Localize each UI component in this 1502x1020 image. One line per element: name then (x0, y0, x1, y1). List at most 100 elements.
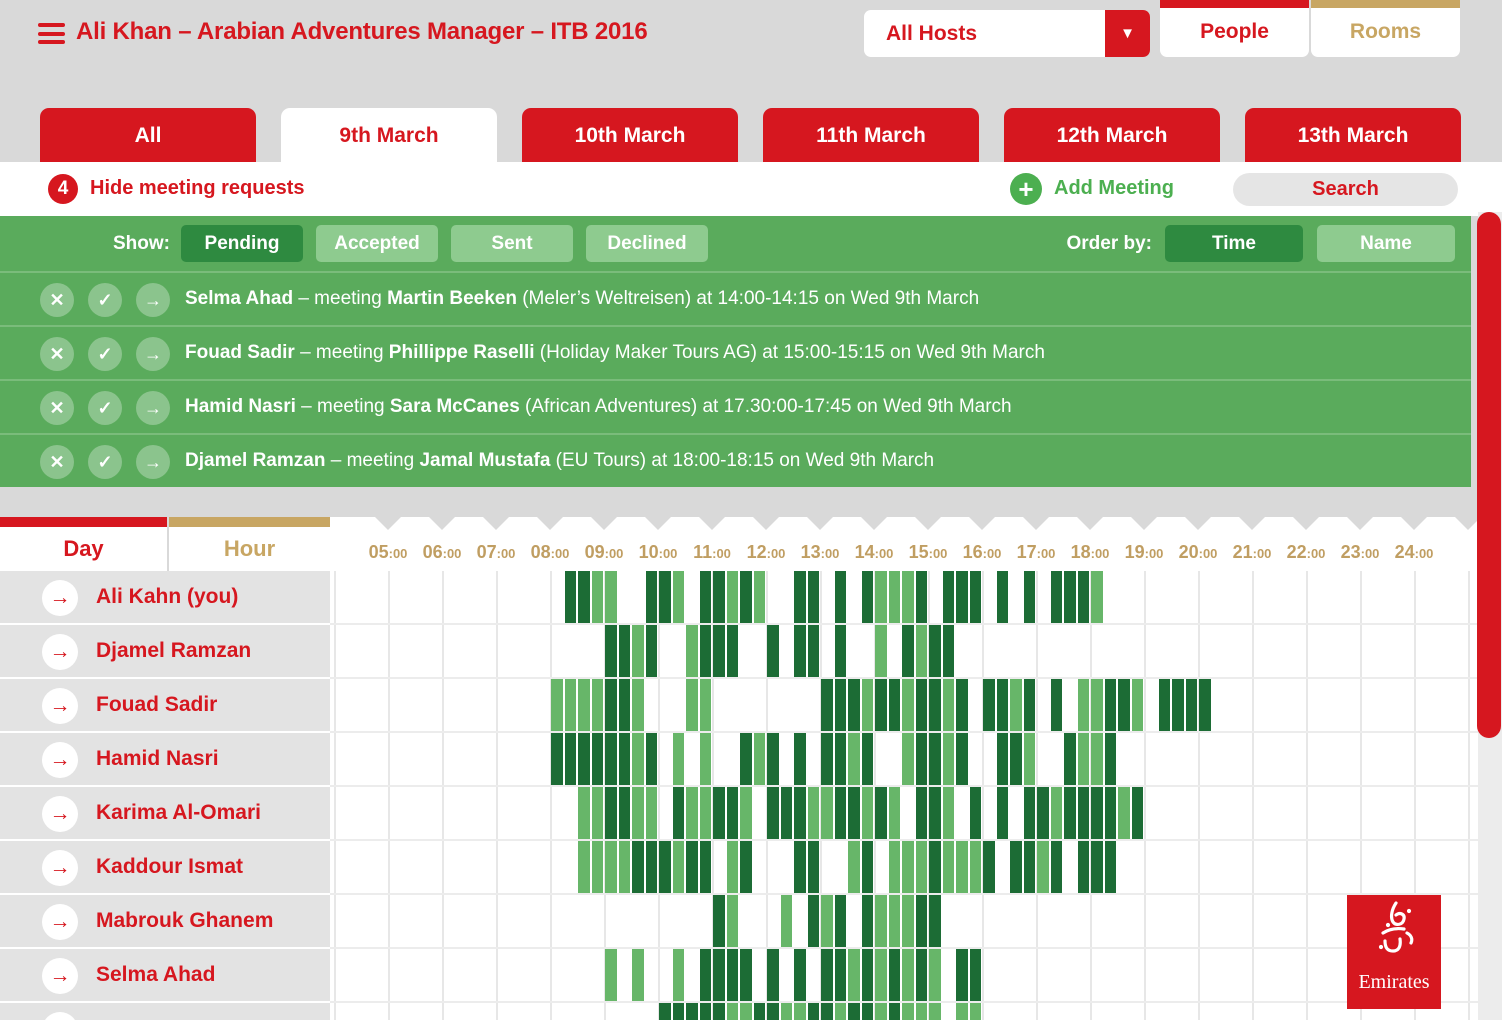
schedule-slot[interactable] (942, 841, 954, 893)
schedule-slot[interactable] (942, 679, 954, 731)
schedule-slot[interactable] (1172, 679, 1184, 731)
schedule-slot[interactable] (834, 1003, 846, 1020)
schedule-slot[interactable] (929, 841, 941, 893)
schedule-slot[interactable] (1118, 679, 1130, 731)
schedule-slot[interactable] (807, 1003, 819, 1020)
schedule-slot[interactable] (861, 841, 873, 893)
schedule-slot[interactable] (1037, 787, 1049, 839)
schedule-slot[interactable] (1023, 679, 1035, 731)
schedule-slot[interactable] (834, 571, 846, 623)
order-time[interactable]: Time (1165, 225, 1303, 262)
schedule-slot[interactable] (834, 679, 846, 731)
schedule-slot[interactable] (1077, 733, 1089, 785)
schedule-slot[interactable] (1037, 841, 1049, 893)
schedule-slot[interactable] (848, 949, 860, 1001)
view-tab-rooms[interactable]: Rooms (1311, 0, 1460, 57)
schedule-slot[interactable] (794, 625, 806, 677)
schedule-slot[interactable] (875, 625, 887, 677)
schedule-slot[interactable] (807, 787, 819, 839)
schedule-slot[interactable] (740, 949, 752, 1001)
schedule-slot[interactable] (618, 625, 630, 677)
filter-declined[interactable]: Declined (586, 225, 708, 262)
schedule-slot[interactable] (996, 733, 1008, 785)
schedule-slot[interactable] (1077, 679, 1089, 731)
schedule-slot[interactable] (875, 679, 887, 731)
schedule-slot[interactable] (632, 733, 644, 785)
schedule-slot[interactable] (794, 841, 806, 893)
schedule-slot[interactable] (632, 625, 644, 677)
schedule-slot[interactable] (564, 733, 576, 785)
schedule-slot[interactable] (753, 733, 765, 785)
tab-hour[interactable]: Hour (169, 517, 330, 571)
schedule-slot[interactable] (875, 571, 887, 623)
schedule-slot[interactable] (632, 679, 644, 731)
schedule-slot[interactable] (902, 841, 914, 893)
person-arrow-icon[interactable]: → (42, 634, 78, 670)
schedule-slot[interactable] (672, 841, 684, 893)
schedule-slot[interactable] (564, 679, 576, 731)
schedule-slot[interactable] (834, 895, 846, 947)
schedule-slot[interactable] (753, 1003, 765, 1020)
schedule-slot[interactable] (699, 571, 711, 623)
schedule-slot[interactable] (875, 949, 887, 1001)
schedule-slot[interactable] (1091, 787, 1103, 839)
schedule-slot[interactable] (672, 571, 684, 623)
schedule-slot[interactable] (1091, 571, 1103, 623)
schedule-slot[interactable] (740, 733, 752, 785)
schedule-slot[interactable] (726, 949, 738, 1001)
schedule-slot[interactable] (902, 1003, 914, 1020)
schedule-slot[interactable] (983, 679, 995, 731)
schedule-slot[interactable] (740, 1003, 752, 1020)
tab-day[interactable]: Day (0, 517, 167, 571)
schedule-slot[interactable] (591, 841, 603, 893)
forward-request-button[interactable]: → (136, 337, 170, 371)
schedule-slot[interactable] (888, 787, 900, 839)
schedule-slot[interactable] (767, 1003, 779, 1020)
schedule-slot[interactable] (875, 1003, 887, 1020)
schedule-slot[interactable] (1010, 679, 1022, 731)
schedule-slot[interactable] (726, 895, 738, 947)
schedule-slot[interactable] (942, 571, 954, 623)
schedule-slot[interactable] (1050, 841, 1062, 893)
person-arrow-icon[interactable]: → (42, 850, 78, 886)
schedule-slot[interactable] (1091, 733, 1103, 785)
schedule-slot[interactable] (996, 787, 1008, 839)
schedule-slot[interactable] (915, 571, 927, 623)
schedule-slot[interactable] (578, 679, 590, 731)
schedule-slot[interactable] (713, 949, 725, 1001)
schedule-slot[interactable] (915, 679, 927, 731)
schedule-slot[interactable] (794, 571, 806, 623)
schedule-slot[interactable] (632, 949, 644, 1001)
schedule-slot[interactable] (888, 949, 900, 1001)
schedule-slot[interactable] (699, 787, 711, 839)
schedule-slot[interactable] (1064, 733, 1076, 785)
schedule-slot[interactable] (699, 733, 711, 785)
schedule-slot[interactable] (929, 949, 941, 1001)
schedule-slot[interactable] (902, 679, 914, 731)
schedule-slot[interactable] (632, 787, 644, 839)
forward-request-button[interactable]: → (136, 445, 170, 479)
schedule-slot[interactable] (726, 787, 738, 839)
person-arrow-icon[interactable]: → (42, 580, 78, 616)
schedule-slot[interactable] (848, 733, 860, 785)
schedule-slot[interactable] (861, 679, 873, 731)
schedule-slot[interactable] (848, 679, 860, 731)
schedule-slot[interactable] (861, 949, 873, 1001)
schedule-slot[interactable] (821, 679, 833, 731)
schedule-slot[interactable] (713, 571, 725, 623)
schedule-slot[interactable] (942, 625, 954, 677)
schedule-slot[interactable] (902, 733, 914, 785)
schedule-slot[interactable] (1158, 679, 1170, 731)
hamburger-menu-icon[interactable] (38, 23, 65, 44)
schedule-slot[interactable] (780, 895, 792, 947)
schedule-slot[interactable] (578, 787, 590, 839)
schedule-slot[interactable] (915, 787, 927, 839)
schedule-slot[interactable] (821, 787, 833, 839)
schedule-slot[interactable] (956, 949, 968, 1001)
schedule-slot[interactable] (1091, 841, 1103, 893)
schedule-slot[interactable] (659, 841, 671, 893)
schedule-slot[interactable] (551, 679, 563, 731)
schedule-slot[interactable] (996, 679, 1008, 731)
schedule-slot[interactable] (834, 625, 846, 677)
schedule-slot[interactable] (591, 571, 603, 623)
